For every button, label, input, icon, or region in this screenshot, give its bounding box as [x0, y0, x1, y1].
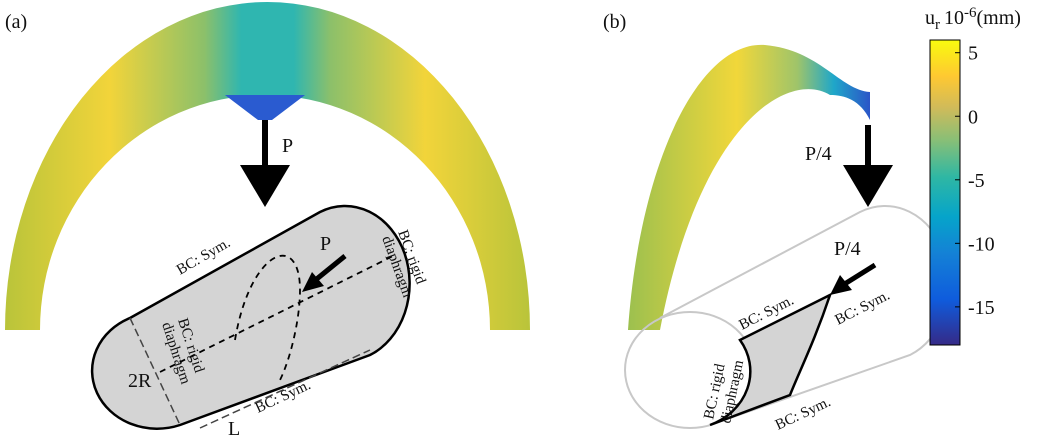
- cyl-load-arrow: [843, 265, 875, 285]
- cyl-load-label: P: [320, 233, 331, 255]
- panel-label: (b): [603, 11, 626, 33]
- tick-label: -15: [968, 297, 995, 319]
- tick-label: -5: [968, 170, 985, 192]
- cylinder-shell: [92, 206, 410, 429]
- dim-label: L: [228, 418, 240, 440]
- load-label: P/4: [805, 143, 832, 165]
- dim-label: 2R: [128, 370, 152, 392]
- tick-label: 0: [968, 106, 978, 128]
- cyl-load-head: [830, 275, 852, 295]
- colorbar: [930, 40, 960, 345]
- load-arrowhead: [843, 165, 893, 207]
- panel-label: (a): [5, 11, 27, 33]
- bc-label: BC: Sym.: [833, 287, 893, 328]
- tick-label: 5: [968, 43, 978, 65]
- cyl-load-label: P/4: [834, 238, 861, 260]
- load-cone: [225, 95, 305, 120]
- colorbar-ticks: 5 0 -5 -10 -15: [955, 43, 995, 319]
- tick-label: -10: [968, 233, 995, 255]
- load-arrowhead: [240, 165, 290, 207]
- figure: (a) P P BC: Sym. BC: rigid diaphragm BC:…: [0, 0, 1042, 440]
- load-label: P: [282, 135, 293, 157]
- deformed-arch: [628, 45, 870, 330]
